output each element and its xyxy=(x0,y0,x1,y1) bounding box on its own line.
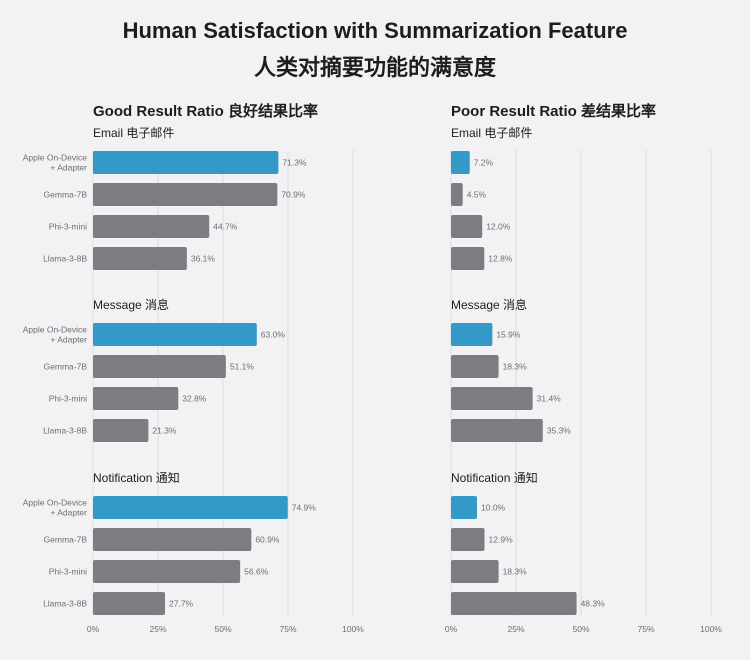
x-tick-label: 75% xyxy=(637,624,654,634)
category-label: Gemma-7B xyxy=(44,362,88,372)
data-label: 71.3% xyxy=(282,158,307,168)
category-label: Llama-3-8B xyxy=(43,599,87,609)
x-tick-label: 25% xyxy=(149,624,166,634)
data-label: 35.3% xyxy=(547,426,572,436)
bar xyxy=(451,419,543,442)
section-title: Email 电子邮件 xyxy=(451,126,532,140)
data-label: 51.1% xyxy=(230,362,255,372)
bar xyxy=(451,323,493,346)
bar xyxy=(93,355,226,378)
x-tick-label: 0% xyxy=(445,624,458,634)
data-label: 56.6% xyxy=(244,567,269,577)
data-label: 44.7% xyxy=(213,222,238,232)
bar xyxy=(93,419,149,442)
bar xyxy=(451,592,577,615)
category-label: Apple On-Device xyxy=(23,153,88,163)
data-label: 18.3% xyxy=(503,567,528,577)
bar xyxy=(93,496,288,519)
bar xyxy=(93,151,279,174)
data-label: 27.7% xyxy=(169,599,194,609)
data-label: 60.9% xyxy=(255,535,280,545)
bar xyxy=(451,247,485,270)
data-label: 15.9% xyxy=(496,330,521,340)
data-label: 63.0% xyxy=(261,330,286,340)
x-tick-label: 50% xyxy=(572,624,589,634)
category-label: Phi-3-mini xyxy=(49,394,87,404)
bar xyxy=(93,560,241,583)
bar xyxy=(93,215,210,238)
data-label: 7.2% xyxy=(474,158,494,168)
category-label: + Adapter xyxy=(50,335,87,345)
bar xyxy=(451,151,470,174)
section-title: Email 电子邮件 xyxy=(93,126,174,140)
data-label: 32.8% xyxy=(182,394,207,404)
section-title: Message 消息 xyxy=(93,297,169,312)
bar xyxy=(93,387,179,410)
bar xyxy=(93,247,187,270)
data-label: 74.9% xyxy=(292,503,317,513)
bar xyxy=(451,528,485,551)
bar xyxy=(93,528,252,551)
data-label: 31.4% xyxy=(537,394,562,404)
data-label: 21.3% xyxy=(152,426,177,436)
bar xyxy=(93,592,166,615)
category-label: Phi-3-mini xyxy=(49,567,87,577)
column-title: Good Result Ratio 良好结果比率 xyxy=(93,102,318,120)
data-label: 12.9% xyxy=(489,535,514,545)
data-label: 36.1% xyxy=(191,254,216,264)
bar xyxy=(451,183,463,206)
bar xyxy=(93,183,278,206)
bar xyxy=(451,215,483,238)
category-label: Phi-3-mini xyxy=(49,222,87,232)
data-label: 18.3% xyxy=(503,362,528,372)
bar xyxy=(451,560,499,583)
category-label: Apple On-Device xyxy=(23,498,88,508)
category-label: + Adapter xyxy=(50,508,87,518)
section-title: Notification 通知 xyxy=(93,471,180,485)
chart-title-en: Human Satisfaction with Summarization Fe… xyxy=(122,18,628,43)
bar xyxy=(451,387,533,410)
category-label: Gemma-7B xyxy=(44,190,88,200)
data-label: 12.0% xyxy=(486,222,511,232)
bar xyxy=(451,355,499,378)
data-label: 12.8% xyxy=(488,254,513,264)
x-tick-label: 50% xyxy=(214,624,231,634)
x-tick-label: 100% xyxy=(342,624,364,634)
chart-title-zh: 人类对摘要功能的满意度 xyxy=(253,56,496,81)
x-tick-label: 25% xyxy=(507,624,524,634)
data-label: 10.0% xyxy=(481,503,506,513)
category-label: Llama-3-8B xyxy=(43,426,87,436)
x-tick-label: 75% xyxy=(279,624,296,634)
data-label: 4.5% xyxy=(467,190,487,200)
bar xyxy=(93,323,257,346)
data-label: 48.3% xyxy=(581,599,606,609)
x-tick-label: 100% xyxy=(700,624,722,634)
category-label: Apple On-Device xyxy=(23,325,88,335)
section-title: Notification 通知 xyxy=(451,471,538,485)
category-label: + Adapter xyxy=(50,163,87,173)
data-label: 70.9% xyxy=(281,190,306,200)
category-label: Gemma-7B xyxy=(44,535,88,545)
column-title: Poor Result Ratio 差结果比率 xyxy=(451,102,656,120)
category-label: Llama-3-8B xyxy=(43,254,87,264)
section-title: Message 消息 xyxy=(451,297,527,312)
bar xyxy=(451,496,477,519)
x-tick-label: 0% xyxy=(87,624,100,634)
